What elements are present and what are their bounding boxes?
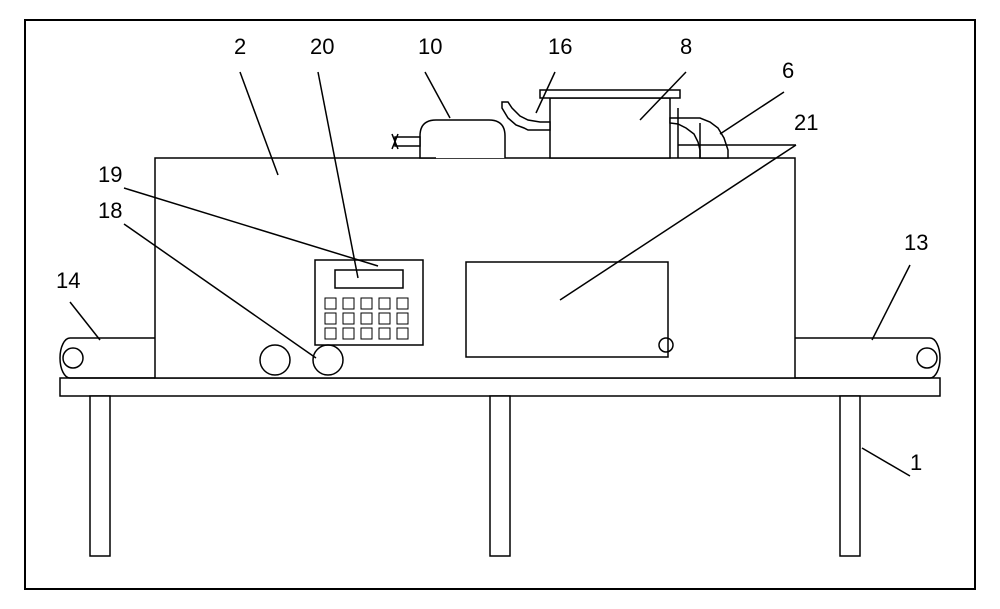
callout-label-19: 19 [98,162,122,187]
callout-label-18: 18 [98,198,122,223]
technical-diagram: 2 20 10 16 8 6 21 19 18 14 13 1 [0,0,1000,609]
callout-label-1: 1 [910,450,922,475]
callout-label-2: 2 [234,34,246,59]
callout-label-14: 14 [56,268,80,293]
callout-label-21: 21 [794,110,818,135]
callout-label-6: 6 [782,58,794,83]
callout-label-13: 13 [904,230,928,255]
callout-label-20: 20 [310,34,334,59]
callout-label-16: 16 [548,34,572,59]
callout-label-8: 8 [680,34,692,59]
callout-label-10: 10 [418,34,442,59]
